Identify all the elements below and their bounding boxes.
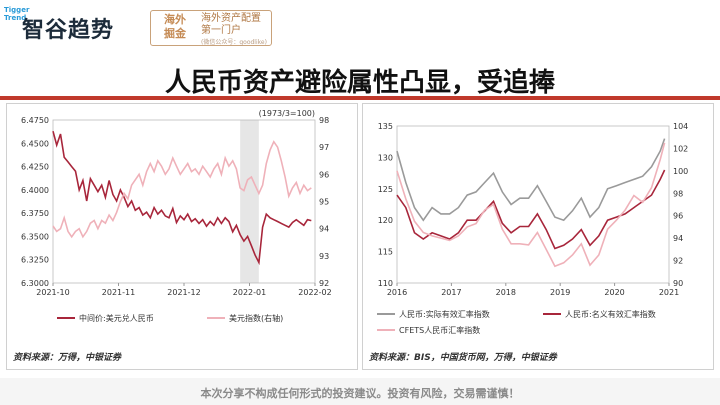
y-right-tick-label: 100 [673,167,688,176]
title-divider [0,96,720,100]
page-title: 人民币资产避险属性凸显，受追捧 [164,68,555,98]
y-left-tick-label: 125 [378,185,393,194]
brand-logo: Tigger Trend 智谷趋势 [4,4,144,48]
logo-text: 智谷趋势 [22,18,115,43]
y-left-tick-label: 6.4250 [21,163,49,172]
badge-right-line2: 第一门户 [201,25,241,36]
chart-right-source: 资料来源：BIS，中国货币网，万得，中银证券 [369,353,557,363]
y-left-tick-label: 115 [378,248,393,257]
plot-frame [396,125,670,284]
series-line-2 [396,142,666,268]
y-right-tick-label: 96 [319,170,329,179]
y-right-tick-label: 98 [673,189,683,198]
footer-bar: 本次分享不构成任何形式的投资建议。投资有风险，交易需谨慎！ [0,378,720,405]
badge-right: 海外资产配置 第一门户 (微信公众号：goodlike) [201,13,269,49]
series-line-1 [52,140,312,239]
legend-label-1: 人民币:名义有效汇率指数 [565,309,656,319]
series-line-0 [52,130,312,266]
y-right-tick-label: 98 [319,116,329,125]
y-left-tick-label: 6.4500 [21,139,49,148]
x-tick-label: 2021-11 [102,288,135,297]
shaded-region [240,120,259,283]
badge-right-line1: 海外资产配置 [201,13,261,24]
series-line-1 [396,169,666,250]
series-line-0 [396,138,666,222]
chart-panel-right: 135 130 125 120 115 110 104 102 100 98 96 94 92 90 201… [362,103,714,370]
y-right-tick-label: 94 [319,225,329,234]
y-left-tick-label: 120 [378,216,393,225]
legend-label-0: 中间价:美元兑人民币 [79,313,154,323]
y-right-tick-label: 94 [673,234,683,243]
legend-label-2: CFETS人民币汇率指数 [399,325,480,335]
y-right-tick-label: 93 [319,252,329,261]
y-left-tick-label: 135 [378,122,393,131]
x-tick-label: 2020 [604,288,624,297]
chart-left-source: 资料来源：万得，中银证券 [13,353,122,363]
legend-label-0: 人民币:实际有效汇率指数 [399,309,490,319]
y-left-tick-label: 130 [378,153,393,162]
y-right-tick-label: 96 [673,212,683,221]
y-right-tick-label: 92 [319,279,329,288]
x-tick-label: 2022-02 [298,288,331,297]
y-left-tick-label: 6.3000 [21,279,49,288]
y-right-tick-label: 90 [673,279,683,288]
x-tick-label: 2018 [496,288,516,297]
y-left-tick-label: 110 [378,279,393,288]
x-tick-label: 2021-10 [36,288,69,297]
x-tick-label: 2021-12 [167,288,200,297]
y-right-tick-label: 104 [673,122,688,131]
y-right-tick-label: 102 [673,144,688,153]
y-left-tick-label: 6.3250 [21,256,49,265]
chart-note: (1973/3=100) [259,109,315,118]
badge-small-text: (微信公众号：goodlike) [201,39,267,46]
badge-left-text: 海外 掘金 [164,13,186,40]
overseas-badge: 海外 掘金 海外资产配置 第一门户 (微信公众号：goodlike) [150,10,272,46]
y-left-tick-label: 6.4000 [21,186,49,195]
x-tick-label: 2016 [387,288,407,297]
chart-left-svg: 6.4750 6.4500 6.4250 6.4000 6.3750 6.3500 6.32… [21,109,332,323]
x-tick-label: 2022-01 [233,288,266,297]
x-tick-label: 2019 [550,288,570,297]
y-right-tick-label: 95 [319,198,329,207]
logo-side-text: Tigger Trend [4,6,30,22]
legend-label-1: 美元指数(右轴) [229,313,283,323]
y-right-tick-label: 92 [673,257,683,266]
x-tick-label: 2021 [659,288,679,297]
footer-disclaimer: 本次分享不构成任何形式的投资建议。投资有风险，交易需谨慎！ [200,387,520,400]
x-tick-label: 2017 [441,288,461,297]
chart-panel-left: 6.4750 6.4500 6.4250 6.4000 6.3750 6.3500 6.32… [6,103,358,370]
y-left-tick-label: 6.3500 [21,232,49,241]
y-left-tick-label: 6.3750 [21,209,49,218]
y-right-tick-label: 97 [319,143,329,152]
y-left-tick-label: 6.4750 [21,116,49,125]
chart-right-svg: 135 130 125 120 115 110 104 102 100 98 96 94 92 90 201… [377,122,688,335]
